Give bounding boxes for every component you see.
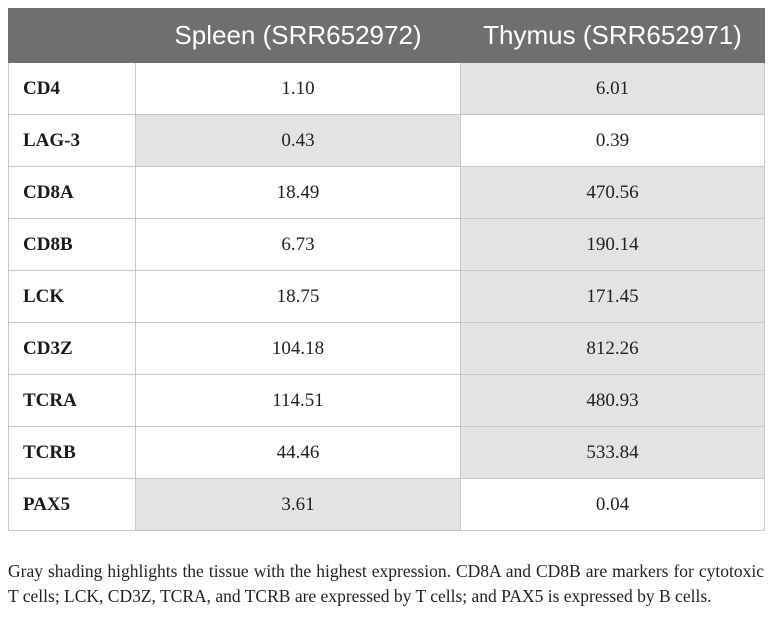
thymus-value-cell: 190.14 — [460, 218, 765, 271]
spleen-value-cell: 0.43 — [135, 114, 461, 167]
table-row: PAX5 3.61 0.04 — [8, 478, 765, 531]
gene-cell: LAG-3 — [8, 114, 136, 167]
thymus-value-cell: 470.56 — [460, 166, 765, 219]
gene-cell: TCRB — [8, 426, 136, 479]
header-spleen: Spleen (SRR652972) — [135, 8, 461, 63]
table-row: CD8A 18.49 470.56 — [8, 166, 765, 219]
gene-cell: CD4 — [8, 62, 136, 115]
spleen-value-cell: 44.46 — [135, 426, 461, 479]
expression-table: Spleen (SRR652972) Thymus (SRR652971) CD… — [8, 8, 765, 531]
header-thymus: Thymus (SRR652971) — [460, 8, 765, 63]
gene-cell: CD3Z — [8, 322, 136, 375]
table-row: LAG-3 0.43 0.39 — [8, 114, 765, 167]
table-row: LCK 18.75 171.45 — [8, 270, 765, 323]
gene-cell: PAX5 — [8, 478, 136, 531]
header-blank-cell — [8, 8, 136, 63]
thymus-value-cell: 0.04 — [460, 478, 765, 531]
spleen-value-cell: 114.51 — [135, 374, 461, 427]
gene-cell: LCK — [8, 270, 136, 323]
gene-cell: CD8B — [8, 218, 136, 271]
table-body: CD4 1.10 6.01 LAG-3 0.43 0.39 CD8A 18.49… — [8, 62, 765, 531]
spleen-value-cell: 1.10 — [135, 62, 461, 115]
spleen-value-cell: 6.73 — [135, 218, 461, 271]
table-row: CD3Z 104.18 812.26 — [8, 322, 765, 375]
table-row: CD8B 6.73 190.14 — [8, 218, 765, 271]
thymus-value-cell: 812.26 — [460, 322, 765, 375]
gene-cell: CD8A — [8, 166, 136, 219]
thymus-value-cell: 0.39 — [460, 114, 765, 167]
header-row: Spleen (SRR652972) Thymus (SRR652971) — [8, 8, 765, 63]
table-row: TCRB 44.46 533.84 — [8, 426, 765, 479]
thymus-value-cell: 171.45 — [460, 270, 765, 323]
table-header: Spleen (SRR652972) Thymus (SRR652971) — [8, 8, 765, 63]
expression-table-container: Spleen (SRR652972) Thymus (SRR652971) CD… — [8, 8, 765, 531]
spleen-value-cell: 18.75 — [135, 270, 461, 323]
spleen-value-cell: 104.18 — [135, 322, 461, 375]
gene-cell: TCRA — [8, 374, 136, 427]
spleen-value-cell: 18.49 — [135, 166, 461, 219]
spleen-value-cell: 3.61 — [135, 478, 461, 531]
table-row: TCRA 114.51 480.93 — [8, 374, 765, 427]
table-footnote: Gray shading highlights the tissue with … — [8, 560, 764, 606]
table-row: CD4 1.10 6.01 — [8, 62, 765, 115]
thymus-value-cell: 480.93 — [460, 374, 765, 427]
thymus-value-cell: 6.01 — [460, 62, 765, 115]
thymus-value-cell: 533.84 — [460, 426, 765, 479]
